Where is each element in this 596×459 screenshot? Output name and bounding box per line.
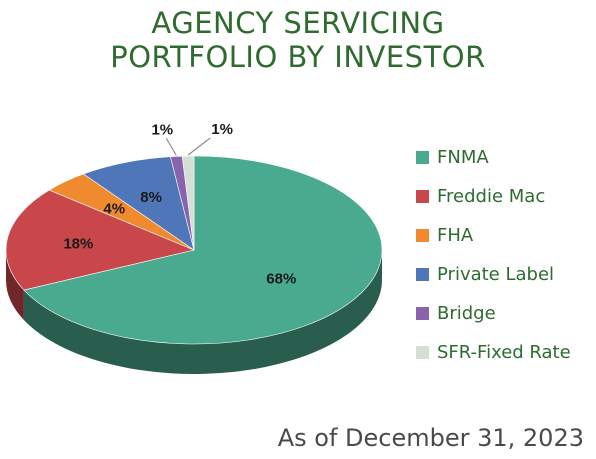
legend-item-bridge: Bridge (416, 294, 594, 333)
legend-swatch-fha (416, 229, 429, 242)
pie-side-fnma (23, 250, 382, 374)
legend-label-sfr-fixed-rate: SFR-Fixed Rate (437, 342, 571, 363)
legend-item-sfr-fixed-rate: SFR-Fixed Rate (416, 333, 594, 372)
chart-title-line-2: PORTFOLIO BY INVESTOR (110, 40, 486, 74)
pie-slice-fnma (23, 155, 383, 345)
legend-label-fnma: FNMA (437, 147, 489, 168)
legend-label-freddie-mac: Freddie Mac (437, 186, 546, 207)
pie-top-group (5, 155, 383, 345)
legend-item-private-label: Private Label (416, 255, 594, 294)
legend-item-fnma: FNMA (416, 138, 594, 177)
legend-swatch-private-label (416, 268, 429, 281)
legend-item-freddie-mac: Freddie Mac (416, 177, 594, 216)
legend-label-fha: FHA (437, 225, 474, 246)
pie-slice-sfr-fixed-rate (181, 155, 195, 251)
leader-line-sfr-fixed-rate (187, 137, 211, 156)
chart-title: AGENCY SERVICING PORTFOLIO BY INVESTOR (0, 6, 596, 74)
data-label-bridge: 1% (151, 121, 173, 138)
legend-swatch-bridge (416, 307, 429, 320)
legend-item-fha: FHA (416, 216, 594, 255)
legend-swatch-fnma (416, 151, 429, 164)
legend-swatch-sfr-fixed-rate (416, 346, 429, 359)
pie-side-freddie-mac (6, 250, 24, 321)
chart-title-line-1: AGENCY SERVICING (151, 6, 445, 40)
data-label-sfr-fixed-rate: 1% (211, 121, 233, 138)
pie-chart: 68% 18% 4% 8% 1% 1% (5, 121, 383, 374)
legend-label-bridge: Bridge (437, 303, 496, 324)
data-label-freddie-mac: 18% (63, 236, 93, 253)
pie-label-group: 68% 18% 4% 8% 1% 1% (63, 121, 296, 288)
pie-side-group (6, 250, 382, 374)
legend: FNMA Freddie Mac FHA Private Label Bridg… (416, 138, 594, 372)
pie-slice-freddie-mac (5, 189, 195, 291)
as-of-date: As of December 31, 2023 (277, 424, 584, 452)
legend-label-private-label: Private Label (437, 264, 555, 285)
legend-swatch-freddie-mac (416, 190, 429, 203)
data-label-private-label: 8% (140, 189, 162, 206)
data-label-fnma: 68% (266, 271, 296, 288)
pie-leader-group (165, 137, 211, 156)
data-label-fha: 4% (103, 201, 125, 218)
leader-line-bridge (165, 138, 177, 156)
pie-slice-private-label (82, 156, 195, 251)
